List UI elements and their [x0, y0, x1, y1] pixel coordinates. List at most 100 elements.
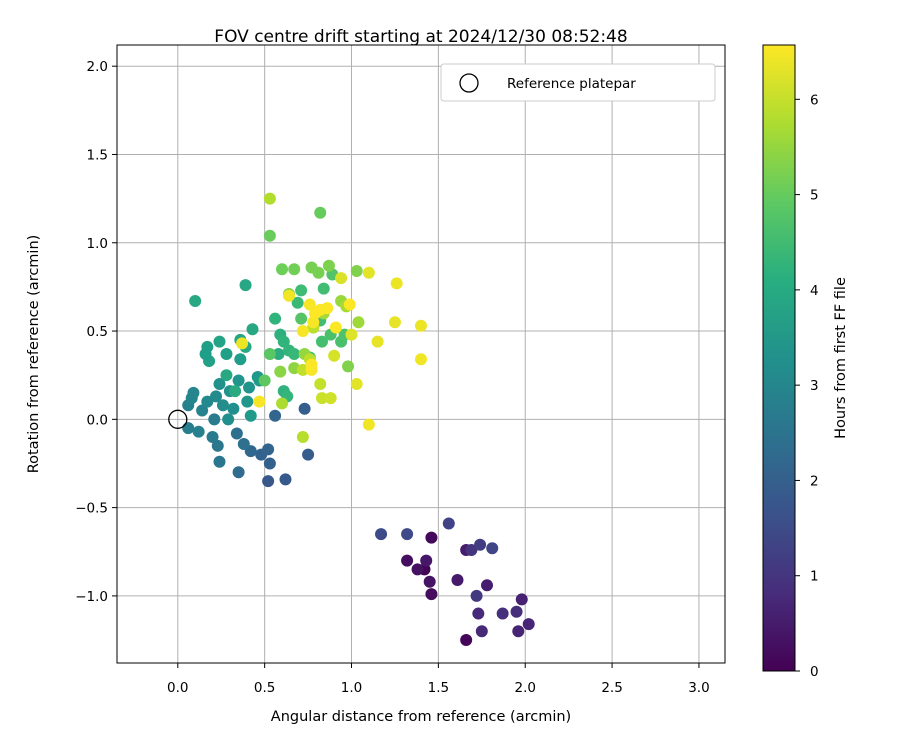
scatter-point	[295, 284, 308, 297]
scatter-point	[425, 531, 438, 544]
scatter-point	[291, 296, 304, 309]
colorbar-label: Hours from first FF file	[833, 277, 849, 439]
scatter-point	[189, 295, 202, 308]
scatter-point	[303, 298, 316, 311]
scatter-point	[220, 369, 233, 382]
scatter-point	[237, 438, 250, 451]
scatter-point	[199, 348, 212, 360]
scatter-point	[352, 316, 365, 329]
colorbar-tick-label: 2	[810, 473, 819, 489]
scatter-point	[371, 335, 384, 348]
scatter-point	[244, 409, 257, 422]
x-tick-label: 1.5	[428, 680, 449, 696]
scatter-point	[216, 399, 229, 412]
scatter-point	[201, 395, 214, 408]
chart-title: FOV centre drift starting at 2024/12/30 …	[214, 27, 627, 47]
colorbar-tick-label: 1	[810, 569, 819, 585]
colorbar: 0 1 2 3 4 5 6 Hours from first FF file	[762, 44, 849, 680]
x-tick-label: 2.0	[514, 680, 535, 696]
scatter-point	[315, 392, 328, 405]
scatter-point	[263, 229, 276, 242]
scatter-point	[335, 272, 348, 285]
x-tick-label: 0.0	[167, 680, 188, 696]
scatter-point	[276, 263, 289, 276]
scatter-point	[211, 439, 224, 452]
scatter-point	[510, 605, 523, 618]
scatter-point	[269, 312, 282, 325]
scatter-point	[282, 289, 295, 302]
scatter-point	[465, 543, 478, 556]
scatter-point	[415, 319, 427, 332]
scatter-point	[415, 353, 427, 366]
scatter-point	[213, 455, 226, 468]
scatter-point	[481, 579, 494, 592]
data-points	[182, 192, 535, 647]
scatter-point	[411, 563, 424, 576]
legend: Reference platepar	[440, 63, 716, 102]
colorbar-tick-label: 5	[810, 188, 819, 204]
scatter-point	[474, 538, 487, 551]
colorbar-gradient	[762, 44, 796, 672]
scatter-point	[295, 312, 308, 325]
scatter-point	[230, 427, 243, 440]
scatter-point	[442, 517, 455, 530]
scatter-point	[276, 397, 289, 410]
scatter-point	[362, 266, 375, 279]
scatter-point	[350, 378, 363, 391]
y-axis-ticks: −1.0 −0.5 0.0 0.5 1.0 1.5 2.0	[75, 59, 117, 605]
scatter-point	[229, 385, 242, 398]
scatter-point	[317, 282, 330, 295]
scatter-point	[263, 348, 276, 360]
scatter-point	[486, 542, 499, 555]
y-tick-label: 2.0	[87, 59, 108, 75]
scatter-point	[262, 475, 275, 488]
scatter-point	[263, 192, 276, 205]
scatter-point	[296, 430, 309, 443]
scatter-point	[192, 425, 205, 438]
scatter-point	[220, 348, 233, 360]
scatter-point	[522, 618, 535, 631]
scatter-point	[475, 625, 488, 638]
scatter-point	[246, 323, 259, 336]
scatter-point	[451, 574, 464, 587]
scatter-point	[314, 378, 327, 391]
scatter-point	[262, 443, 275, 456]
y-axis-label: Rotation from reference (arcmin)	[26, 235, 42, 474]
x-axis-label: Angular distance from reference (arcmin)	[271, 709, 571, 725]
x-tick-label: 2.5	[601, 680, 622, 696]
y-tick-label: 1.5	[87, 147, 108, 163]
colorbar-tick-label: 0	[810, 664, 819, 680]
scatter-point	[472, 607, 485, 620]
scatter-point	[187, 386, 200, 399]
scatter-point	[496, 607, 509, 620]
scatter-point	[423, 575, 436, 588]
scatter-point	[263, 457, 276, 470]
scatter-point	[232, 466, 245, 479]
scatter-point	[470, 589, 483, 602]
legend-open-circle-marker	[459, 73, 479, 93]
x-tick-label: 3.0	[688, 680, 709, 696]
y-tick-label: 0.0	[87, 412, 108, 428]
plot-frame	[116, 44, 726, 664]
scatter-point	[208, 413, 221, 426]
scatter-point	[288, 348, 301, 360]
scatter-point	[420, 554, 433, 567]
scatter-point	[210, 390, 223, 403]
scatter-point	[241, 395, 254, 408]
scatter-point	[362, 418, 375, 431]
scatter-point	[243, 381, 256, 394]
x-tick-label: 0.5	[254, 680, 275, 696]
colorbar-tick-label: 4	[810, 283, 819, 299]
legend-label: Reference platepar	[507, 76, 636, 92]
scatter-point	[222, 413, 235, 426]
y-tick-label: 1.0	[87, 236, 108, 252]
scatter-point	[279, 473, 292, 486]
colorbar-ticks: 0 1 2 3 4 5 6	[795, 92, 819, 680]
scatter-point	[236, 337, 249, 350]
x-axis-ticks: 0.0 0.5 1.0 1.5 2.0 2.5 3.0	[167, 663, 710, 696]
scatter-point	[227, 402, 240, 415]
scatter-point	[388, 316, 401, 329]
scatter-point	[401, 554, 414, 567]
scatter-point	[343, 298, 356, 311]
scatter-point	[390, 277, 403, 290]
